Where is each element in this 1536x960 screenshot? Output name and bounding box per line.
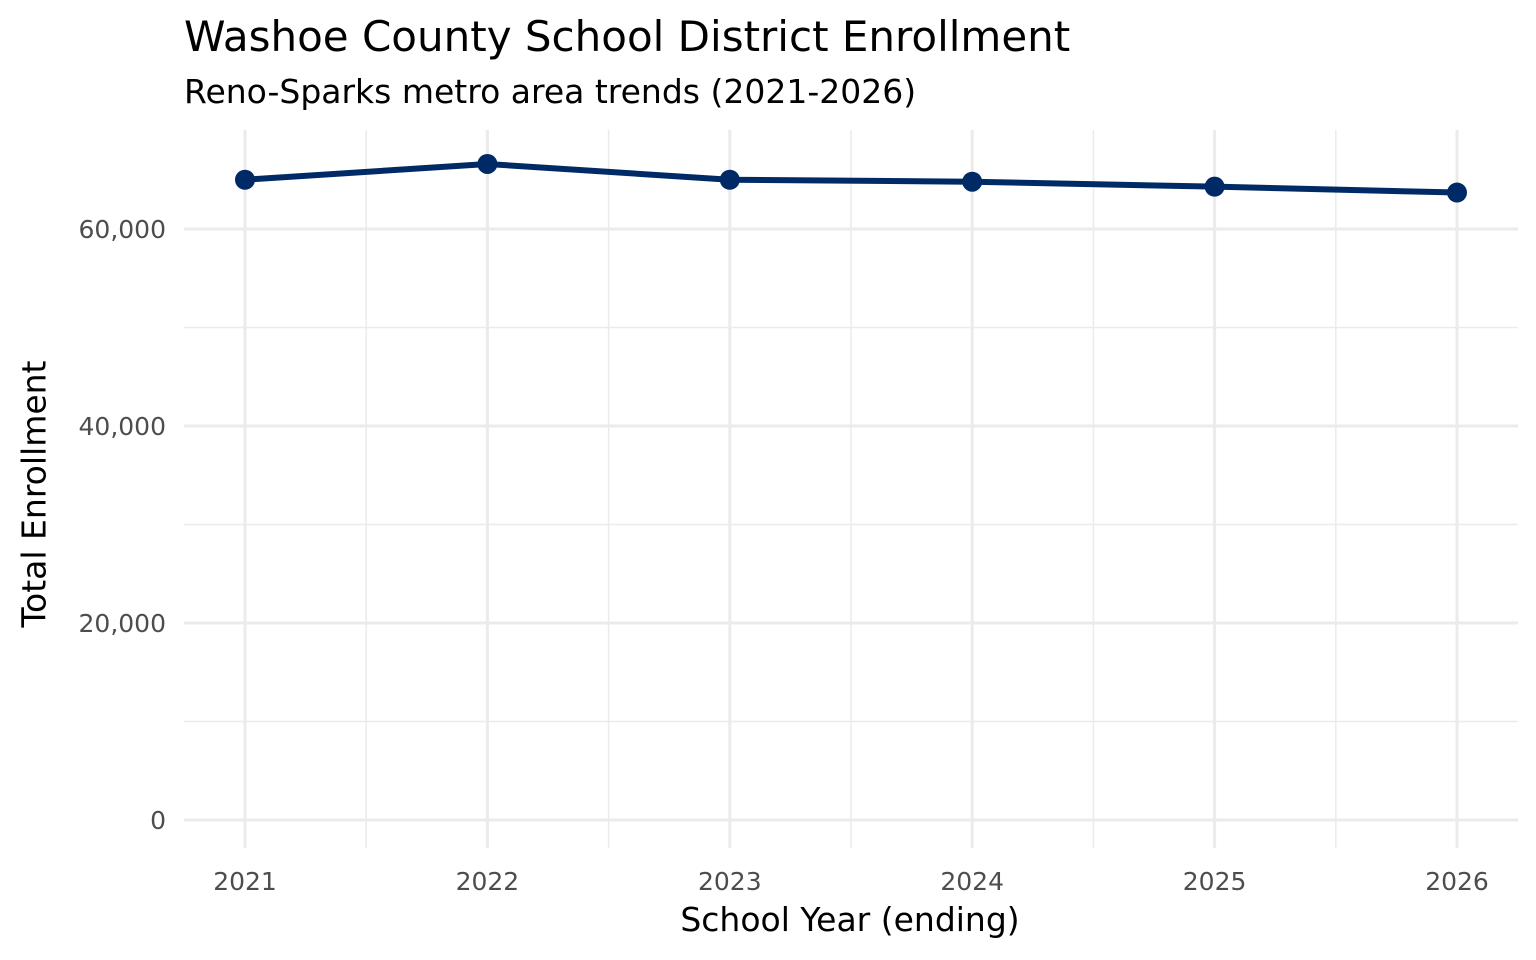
x-tick-label: 2026 xyxy=(1425,867,1489,896)
x-tick-label: 2021 xyxy=(213,867,277,896)
y-tick-label: 0 xyxy=(150,806,166,835)
minor-gridlines xyxy=(184,130,1518,848)
data-point xyxy=(1204,176,1225,197)
data-point xyxy=(477,153,498,174)
major-gridlines xyxy=(184,130,1518,848)
x-tick-label: 2023 xyxy=(698,867,762,896)
x-axis-ticks: 2021 2022 2023 2024 2025 2026 xyxy=(213,867,1489,896)
x-tick-label: 2024 xyxy=(940,867,1004,896)
y-axis-ticks: 0 20,000 40,000 60,000 xyxy=(79,215,166,835)
y-tick-label: 40,000 xyxy=(79,412,166,441)
y-tick-label: 60,000 xyxy=(79,215,166,244)
data-point xyxy=(962,171,983,192)
enrollment-series xyxy=(235,153,1467,203)
chart-subtitle: Reno-Sparks metro area trends (2021-2026… xyxy=(184,72,917,111)
chart-title: Washoe County School District Enrollment xyxy=(184,12,1071,61)
x-tick-label: 2025 xyxy=(1183,867,1247,896)
data-point xyxy=(719,169,740,190)
x-axis-label: School Year (ending) xyxy=(680,900,1020,939)
y-tick-label: 20,000 xyxy=(79,609,166,638)
data-point xyxy=(235,169,255,190)
data-point xyxy=(1447,182,1467,203)
enrollment-line xyxy=(244,160,1458,196)
x-tick-label: 2022 xyxy=(456,867,520,896)
